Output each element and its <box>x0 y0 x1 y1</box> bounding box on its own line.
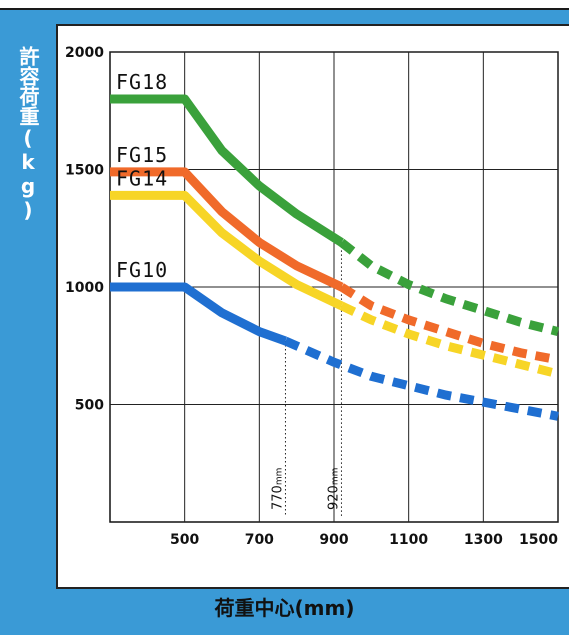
series-line-solid <box>110 167 344 292</box>
y-tick-label: 2000 <box>65 45 104 61</box>
series-line-dashed <box>338 238 560 336</box>
x-tick-label: 1500 <box>519 532 558 548</box>
series-label: FG18 <box>116 70 168 94</box>
x-axis-label: 荷重中心(mm) <box>214 596 355 620</box>
series-line-dashed <box>283 336 559 421</box>
series-label: FG14 <box>116 166 168 190</box>
y-tick-label: 1000 <box>65 280 104 296</box>
annotation-label: 770mm <box>270 468 285 510</box>
y-axis-label: 許容荷重(kg) <box>8 46 48 228</box>
y-tick-label: 500 <box>75 398 104 414</box>
series-line-dashed <box>339 283 559 365</box>
x-tick-label: 1300 <box>464 532 503 548</box>
x-tick-label: 900 <box>319 532 348 548</box>
y-axis-label-text: 許容荷重(kg) <box>16 46 40 222</box>
series-label: FG10 <box>116 258 168 282</box>
x-tick-label: 700 <box>245 532 274 548</box>
annotation-unit: mm <box>330 468 340 486</box>
series-line-dashed <box>339 301 560 379</box>
x-tick-label: 1100 <box>389 532 428 548</box>
annotation-label: 920mm <box>326 468 341 510</box>
annotation-unit: mm <box>274 468 284 486</box>
x-tick-label: 500 <box>170 532 199 548</box>
series-label: FG15 <box>116 143 168 167</box>
y-tick-label: 1500 <box>65 163 104 179</box>
series-line-solid <box>110 282 288 346</box>
series-line-solid <box>110 94 344 247</box>
series-line-solid <box>110 190 344 310</box>
